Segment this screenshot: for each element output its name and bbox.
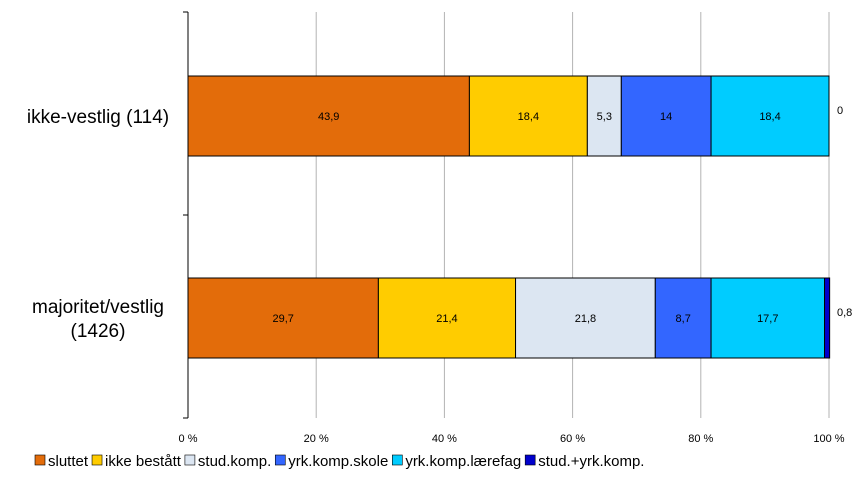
x-tick-label: 60 % xyxy=(560,433,585,445)
legend-swatch xyxy=(34,454,46,466)
data-label: 14 xyxy=(660,111,672,123)
legend-swatch xyxy=(184,454,196,466)
bar-segment xyxy=(586,75,622,157)
legend-label: stud.komp. xyxy=(198,453,271,470)
legend-label: stud.+yrk.komp. xyxy=(538,453,644,470)
data-label: 18,4 xyxy=(759,111,780,123)
axes xyxy=(183,11,189,419)
bar-segment xyxy=(620,75,712,157)
bar-segment xyxy=(515,277,656,359)
data-label: 5,3 xyxy=(597,111,612,123)
legend-label: ikke bestått xyxy=(105,453,182,470)
x-tick-labels: 0 % 20 % 40 % 60 % 80 % 100 % xyxy=(179,433,845,445)
legend-label: yrk.komp.lærefag xyxy=(405,453,521,470)
category-label: majoritet/vestlig xyxy=(32,297,164,318)
legend: sluttet ikke bestått stud.komp. yrk.komp.sk… xyxy=(34,453,644,470)
legend-label: yrk.komp.skole xyxy=(288,453,388,470)
bars: 43,9 18,4 5,3 14 18,4 0 29,7 21,4 21,8 8,7 17,7 0,8 xyxy=(187,75,852,359)
bar-segment xyxy=(187,277,379,359)
data-label: 18,4 xyxy=(518,111,539,123)
legend-swatch xyxy=(524,454,536,466)
data-label: 21,8 xyxy=(575,313,596,325)
x-tick-label: 80 % xyxy=(688,433,713,445)
bar-segment xyxy=(824,277,831,359)
data-label: 8,7 xyxy=(676,313,691,325)
data-label: 0 xyxy=(837,105,843,117)
data-label: 0,8 xyxy=(837,307,852,319)
x-tick-label: 40 % xyxy=(432,433,457,445)
bar-segment xyxy=(468,75,588,157)
legend-swatch xyxy=(392,454,403,466)
category-label: (1426) xyxy=(71,321,126,342)
data-label: 29,7 xyxy=(272,313,293,325)
x-tick-label: 20 % xyxy=(304,433,329,445)
data-label: 17,7 xyxy=(757,313,778,325)
bar-segment xyxy=(710,75,830,157)
legend-label: sluttet xyxy=(48,453,89,470)
legend-swatch xyxy=(91,454,103,466)
category-labels: ikke-vestlig (114) majoritet/vestlig (1426… xyxy=(27,107,169,342)
category-label: ikke-vestlig (114) xyxy=(27,107,169,128)
legend-swatch xyxy=(274,454,286,466)
bar-segment xyxy=(710,277,826,359)
bar-segment xyxy=(377,277,517,359)
data-label: 21,4 xyxy=(436,313,457,325)
x-tick-label: 100 % xyxy=(813,433,844,445)
bar-segment xyxy=(654,277,712,359)
x-tick-label: 0 % xyxy=(179,433,198,445)
data-label: 43,9 xyxy=(318,111,339,123)
